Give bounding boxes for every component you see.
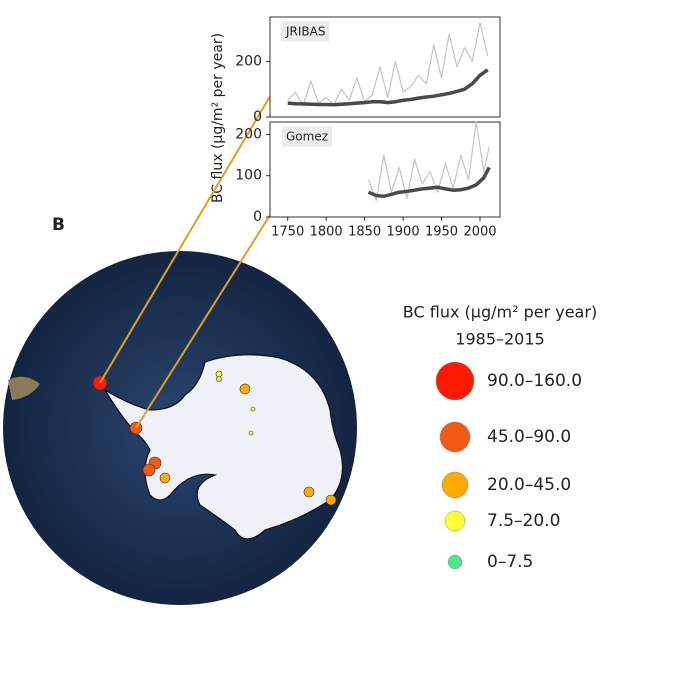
panel-name: Gomez [286, 130, 328, 144]
series-line [287, 22, 489, 107]
legend: 90.0–160.0 45.0–90.0 20.0–45.0 7.5–20.0 0–7.… [435, 361, 582, 572]
legend-swatch [435, 361, 475, 401]
y-tick-label: 200 [235, 53, 262, 69]
site-dot [215, 370, 223, 378]
panel-name-bg [281, 21, 330, 42]
panel-label: B [52, 215, 65, 235]
south-america [8, 376, 40, 400]
legend-swatch [444, 510, 466, 532]
x-tick-label: 1850 [348, 225, 381, 240]
x-tick-label: 2000 [463, 225, 496, 240]
legend-label: 90.0–160.0 [487, 371, 582, 391]
legend-label: 20.0–45.0 [487, 475, 571, 495]
site-dot [303, 486, 315, 498]
legend-swatch [439, 421, 471, 453]
legend-label: 7.5–20.0 [487, 511, 560, 531]
x-tick-label: 1950 [425, 225, 458, 240]
y-tick-label: 100 [235, 168, 262, 184]
x-tick-label: 1800 [310, 225, 343, 240]
y-tick-label: 200 [235, 126, 262, 142]
legend-label: 45.0–90.0 [487, 427, 571, 447]
panel-name: JRIBAS [285, 25, 325, 39]
y-axis-label: BC flux (μg/m² per year) [210, 33, 226, 203]
arrow [99, 55, 295, 384]
y-tick-label: 0 [253, 209, 262, 225]
site-dot [248, 430, 254, 436]
legend-title: BC flux (μg/m² per year) [403, 303, 597, 322]
series-line [367, 166, 491, 199]
legend-period: 1985–2015 [455, 330, 544, 349]
legend-swatch [441, 471, 469, 499]
site-dot [142, 463, 156, 477]
series-line [367, 121, 490, 202]
panel-name-bg [282, 126, 333, 147]
y-tick-label: 0 [253, 109, 262, 125]
site-dot [239, 383, 251, 395]
x-tick-label: 1750 [271, 225, 304, 240]
series-line [287, 68, 489, 107]
legend-label: 0–7.5 [487, 552, 533, 572]
antarctica [104, 354, 343, 540]
site-dot [216, 376, 222, 382]
site-dot [250, 406, 256, 412]
legend-swatch [447, 554, 463, 570]
site-dot [325, 494, 337, 506]
x-tick-label: 1900 [387, 225, 420, 240]
site-dot [159, 472, 171, 484]
